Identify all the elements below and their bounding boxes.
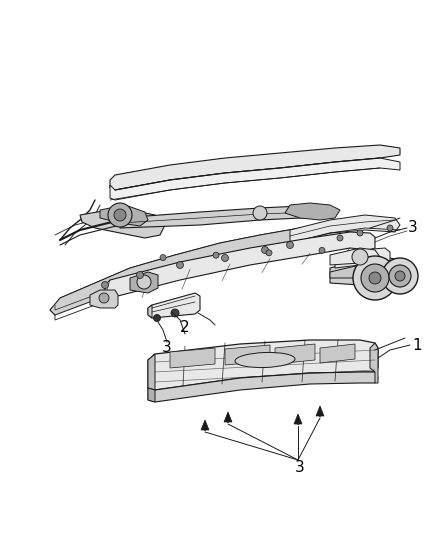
Circle shape bbox=[352, 249, 368, 265]
Polygon shape bbox=[316, 406, 324, 416]
Polygon shape bbox=[290, 215, 400, 243]
Polygon shape bbox=[320, 344, 355, 363]
Circle shape bbox=[137, 275, 151, 289]
Polygon shape bbox=[201, 420, 209, 430]
Polygon shape bbox=[110, 145, 400, 190]
Text: 3: 3 bbox=[162, 341, 172, 356]
Circle shape bbox=[177, 262, 184, 269]
Polygon shape bbox=[148, 354, 155, 390]
Polygon shape bbox=[148, 340, 378, 390]
Circle shape bbox=[222, 254, 229, 262]
Polygon shape bbox=[224, 412, 232, 422]
Polygon shape bbox=[148, 388, 155, 402]
Polygon shape bbox=[50, 225, 340, 315]
Circle shape bbox=[353, 256, 397, 300]
Polygon shape bbox=[105, 232, 375, 298]
Ellipse shape bbox=[235, 352, 295, 368]
Circle shape bbox=[361, 264, 389, 292]
Circle shape bbox=[253, 206, 267, 220]
Polygon shape bbox=[370, 343, 378, 383]
Text: 1: 1 bbox=[412, 337, 422, 352]
Polygon shape bbox=[148, 305, 152, 318]
Polygon shape bbox=[130, 272, 158, 293]
Circle shape bbox=[286, 241, 293, 248]
Circle shape bbox=[114, 209, 126, 221]
Circle shape bbox=[395, 271, 405, 281]
Circle shape bbox=[337, 235, 343, 241]
Polygon shape bbox=[120, 206, 315, 228]
Polygon shape bbox=[335, 248, 390, 268]
Polygon shape bbox=[275, 344, 315, 364]
Polygon shape bbox=[170, 348, 215, 368]
Polygon shape bbox=[330, 258, 415, 290]
Polygon shape bbox=[110, 158, 400, 200]
Polygon shape bbox=[148, 293, 200, 318]
Polygon shape bbox=[294, 414, 302, 424]
Circle shape bbox=[137, 271, 144, 279]
Polygon shape bbox=[330, 262, 410, 278]
Circle shape bbox=[261, 246, 268, 254]
Circle shape bbox=[357, 230, 363, 236]
Text: 3: 3 bbox=[295, 461, 305, 475]
Circle shape bbox=[213, 252, 219, 258]
Circle shape bbox=[319, 247, 325, 253]
Circle shape bbox=[369, 272, 381, 284]
Circle shape bbox=[382, 258, 418, 294]
Circle shape bbox=[387, 225, 393, 231]
Polygon shape bbox=[285, 203, 340, 220]
Polygon shape bbox=[148, 372, 378, 402]
Circle shape bbox=[266, 250, 272, 256]
Circle shape bbox=[153, 314, 160, 321]
Circle shape bbox=[389, 265, 411, 287]
Circle shape bbox=[108, 203, 132, 227]
Text: 3: 3 bbox=[408, 221, 418, 236]
Polygon shape bbox=[330, 248, 380, 265]
Circle shape bbox=[99, 293, 109, 303]
Text: 2: 2 bbox=[180, 320, 190, 335]
Circle shape bbox=[102, 281, 109, 288]
Polygon shape bbox=[50, 225, 340, 315]
Polygon shape bbox=[80, 208, 165, 238]
Circle shape bbox=[160, 255, 166, 261]
Polygon shape bbox=[90, 290, 118, 308]
Circle shape bbox=[171, 309, 179, 317]
Polygon shape bbox=[225, 345, 270, 365]
Polygon shape bbox=[100, 205, 148, 226]
